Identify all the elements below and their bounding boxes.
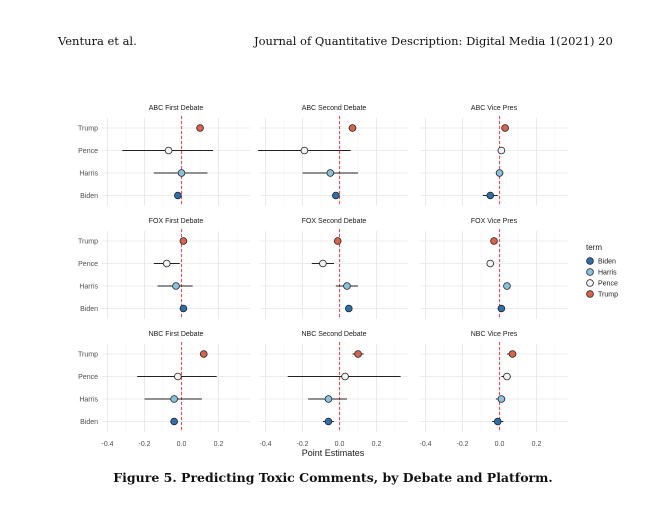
- point-estimate-trump: [348, 124, 357, 132]
- point-estimate-biden: [170, 417, 178, 426]
- y-tick-label: Pence: [78, 148, 98, 155]
- x-tick-label: 0.2: [372, 441, 382, 448]
- point-estimate-pence: [503, 372, 511, 381]
- x-tick-label: -0.2: [139, 441, 151, 448]
- x-tick-label: 0.2: [532, 441, 542, 448]
- panel-title: ABC Second Debate: [302, 105, 367, 112]
- y-tick-label: Biden: [80, 419, 98, 426]
- point-estimate-trump: [333, 237, 342, 245]
- legend-swatch-biden: [586, 257, 594, 265]
- point-estimate-biden: [344, 304, 353, 313]
- legend-title: term: [586, 243, 602, 252]
- y-tick-label: Trump: [78, 126, 98, 133]
- point-estimate-pence: [164, 146, 173, 155]
- point-estimate-pence: [341, 372, 349, 381]
- point-estimate-harris: [503, 282, 511, 290]
- header-journal: Journal of Quantitative Description: Dig…: [254, 34, 613, 48]
- legend-item-label: Biden: [598, 259, 616, 266]
- x-tick-label: -0.4: [102, 441, 114, 448]
- point-estimate-trump: [501, 124, 509, 132]
- x-tick-label: 0.0: [335, 441, 345, 448]
- y-tick-label: Biden: [80, 193, 98, 200]
- point-estimate-biden: [493, 417, 502, 426]
- point-estimate-biden: [174, 191, 182, 200]
- point-estimate-trump: [508, 350, 517, 358]
- point-estimate-harris: [172, 282, 180, 290]
- x-tick-label: 0.0: [495, 441, 505, 448]
- figure-caption: Figure 5. Predicting Toxic Comments, by …: [113, 470, 553, 485]
- x-tick-label: 0.2: [214, 441, 224, 448]
- y-tick-label: Pence: [78, 261, 98, 268]
- point-estimate-trump: [179, 237, 188, 245]
- point-estimate-pence: [300, 146, 309, 155]
- x-tick-label: -0.2: [457, 441, 469, 448]
- point-estimate-biden: [324, 417, 333, 426]
- point-estimate-trump: [196, 124, 204, 132]
- legend-item-label: Trump: [598, 292, 618, 299]
- point-estimate-pence: [486, 259, 495, 268]
- point-estimate-pence: [174, 372, 182, 381]
- panel-title: FOX First Debate: [149, 218, 204, 225]
- point-estimate-harris: [495, 169, 504, 177]
- legend-swatch-harris: [586, 268, 594, 276]
- point-estimate-harris: [324, 395, 333, 403]
- point-estimate-trump: [490, 237, 498, 245]
- point-estimate-harris: [343, 282, 351, 290]
- x-tick-label: -0.4: [420, 441, 432, 448]
- y-tick-label: Biden: [80, 306, 98, 313]
- legend-swatch-trump: [586, 290, 594, 298]
- x-tick-label: -0.4: [260, 441, 272, 448]
- running-head: Ventura et al. Journal of Quantitative D…: [0, 34, 666, 48]
- legend-item-label: Pence: [598, 281, 618, 288]
- panel-title: ABC First Debate: [149, 105, 204, 112]
- x-axis-label: Point Estimates: [302, 448, 365, 458]
- panel-title: NBC Second Debate: [302, 331, 367, 338]
- y-tick-label: Trump: [78, 352, 98, 359]
- panel-title: ABC Vice Pres: [471, 105, 518, 112]
- y-tick-label: Trump: [78, 239, 98, 246]
- point-estimate-pence: [319, 259, 327, 268]
- point-estimate-pence: [497, 146, 506, 155]
- header-authors: Ventura et al.: [58, 34, 137, 48]
- y-tick-label: Harris: [79, 397, 98, 404]
- panel-title: NBC Vice Pres: [471, 331, 518, 338]
- legend-swatch-pence: [586, 279, 594, 287]
- point-estimate-biden: [179, 304, 188, 313]
- point-estimate-biden: [332, 191, 340, 200]
- y-tick-label: Harris: [79, 284, 98, 291]
- y-tick-label: Pence: [78, 374, 98, 381]
- point-estimate-trump: [199, 350, 208, 358]
- point-estimate-harris: [170, 395, 178, 403]
- panel-title: FOX Second Debate: [302, 218, 367, 225]
- panel-title: FOX Vice Pres: [471, 218, 518, 225]
- legend-item-label: Harris: [598, 270, 617, 277]
- point-estimate-harris: [326, 169, 335, 177]
- point-estimate-pence: [162, 259, 171, 268]
- point-estimate-biden: [486, 191, 495, 200]
- panel-title: NBC First Debate: [149, 331, 204, 338]
- point-estimate-trump: [354, 350, 362, 358]
- x-tick-label: -0.2: [297, 441, 309, 448]
- point-estimate-harris: [497, 395, 506, 403]
- point-estimate-harris: [177, 169, 186, 177]
- x-tick-label: 0.0: [177, 441, 187, 448]
- point-estimate-biden: [497, 304, 506, 313]
- y-tick-label: Harris: [79, 171, 98, 178]
